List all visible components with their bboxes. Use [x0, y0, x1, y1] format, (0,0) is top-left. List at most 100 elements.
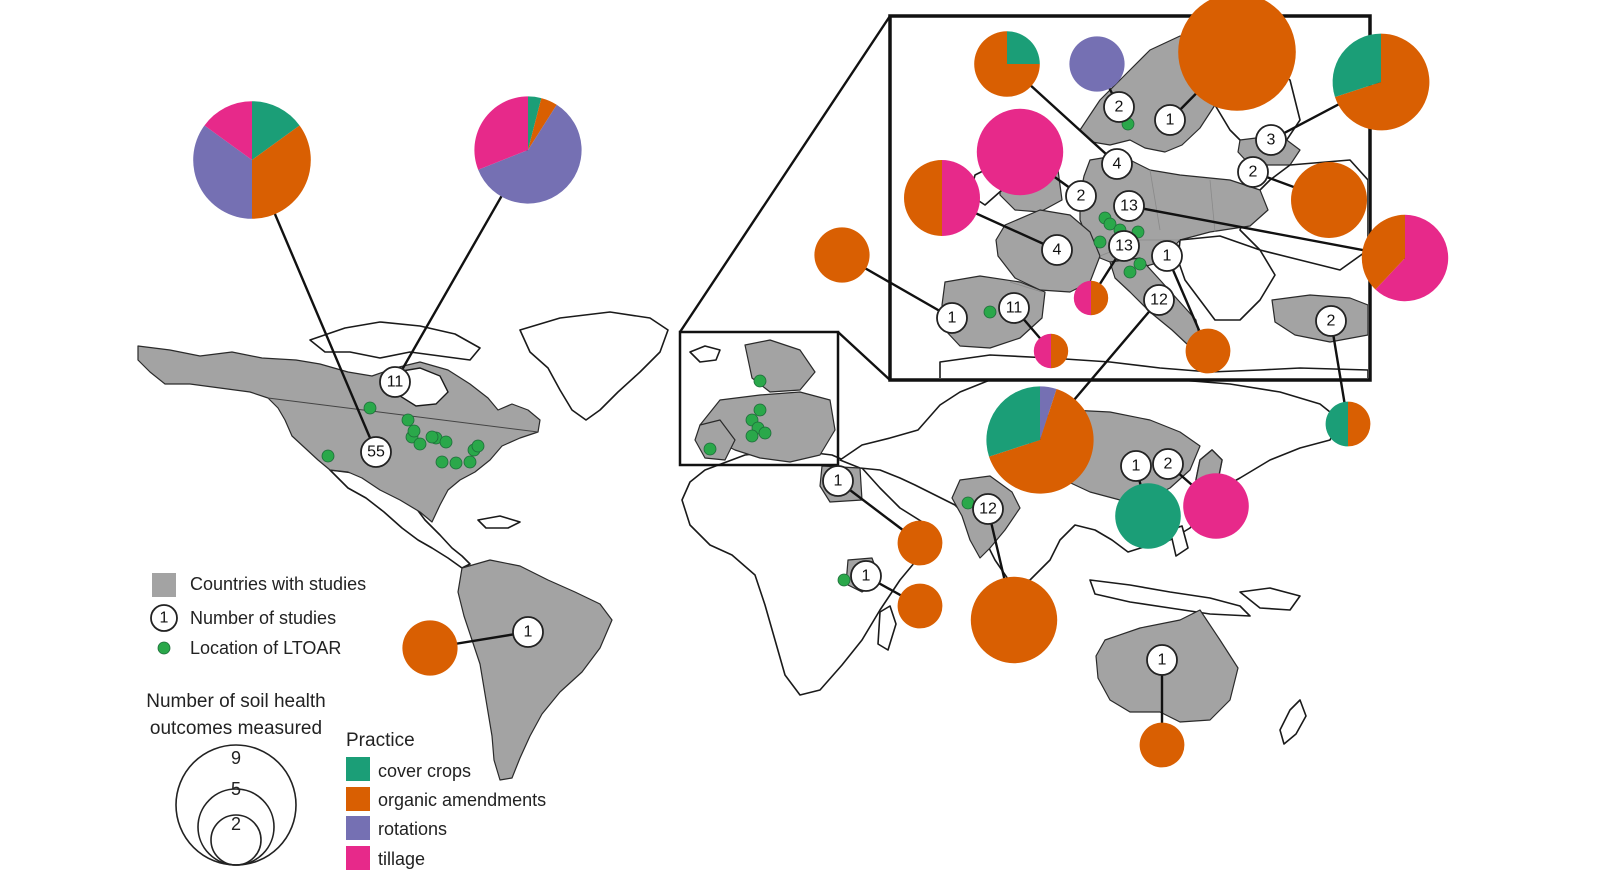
study-badge-count: 2 [1327, 313, 1336, 330]
legend-size-value-5: 5 [231, 779, 241, 799]
ltoar-dot [449, 456, 463, 470]
study-badge-canada: 11 [379, 366, 411, 398]
pie-usa [193, 101, 311, 219]
pie-germany [1361, 214, 1449, 302]
pie-slice-australia-organic_amendments [1139, 722, 1185, 768]
legend-countries-label: Countries with studies [190, 574, 366, 594]
study-badge-count: 2 [1164, 456, 1173, 473]
study-badge-count: 1 [1163, 248, 1172, 265]
ltoar-dot [321, 449, 335, 463]
pie-slice-germany-tillage [1375, 214, 1449, 302]
study-badge-count: 13 [1120, 198, 1138, 215]
pie-slice-usa-rotations [193, 125, 252, 219]
study-badge-circle [1154, 104, 1186, 136]
pie-china [1115, 483, 1181, 549]
pie-slice-poland-organic_amendments [1291, 162, 1367, 238]
study-badge-circle [1113, 190, 1145, 222]
study-badge-count: 2 [1115, 99, 1124, 116]
study-badge-circle [822, 465, 854, 497]
study-badge-spain: 11 [998, 292, 1030, 324]
study-badge-circle [1120, 450, 1152, 482]
study-badge-circle [1152, 448, 1184, 480]
ltoar-dot [413, 437, 427, 451]
pie-slice-austria-organic_amendments [1185, 328, 1231, 374]
study-badge-circle [1151, 240, 1183, 272]
study-badge-circle [850, 560, 882, 592]
south-america [457, 559, 613, 781]
ltoar-dot [1103, 217, 1117, 231]
ltoar-dot [961, 496, 975, 510]
pie-norway [1069, 36, 1125, 92]
pie-slice-usa-cover_crops [252, 101, 300, 160]
study-badge-circle [1108, 230, 1140, 262]
inset-connector-left [679, 15, 891, 333]
study-badge-circle [512, 616, 544, 648]
new-guinea [1239, 587, 1301, 611]
study-badge-count: 55 [367, 444, 385, 461]
africa [681, 449, 933, 696]
study-badge-kenya: 1 [850, 560, 882, 592]
pie-spain [1033, 333, 1069, 369]
study-badge-latvia: 3 [1255, 124, 1287, 156]
pie-france [904, 160, 980, 236]
pie-slice-portugal-organic_amendments [814, 227, 870, 283]
study-badge-turkey: 2 [1315, 305, 1347, 337]
study-badge-count: 1 [948, 310, 957, 327]
legend-size-circle-2 [210, 814, 262, 866]
study-badge-denmark: 4 [1101, 148, 1133, 180]
study-badge-sweden: 1 [1154, 104, 1186, 136]
study-badge-france: 4 [1041, 234, 1073, 266]
ltoar-dot [435, 455, 449, 469]
study-badge-norway: 2 [1103, 91, 1135, 123]
study-badge-count: 13 [1115, 238, 1133, 255]
study-badge-count: 2 [1249, 164, 1258, 181]
legend-practice-organic-amendments: organic amendments [378, 790, 546, 810]
pie-slice-canada-tillage [474, 96, 528, 170]
study-badge-egypt: 1 [822, 465, 854, 497]
legend-size-title-line1: Number of soil health [146, 691, 326, 712]
pie-charts [193, 0, 1449, 768]
pie-slice-sweden-organic_amendments [1178, 0, 1296, 111]
pie-switzerland [1073, 280, 1109, 316]
legend-swatch-rotations [346, 816, 370, 840]
study-badge-circle [360, 436, 392, 468]
europe-locator-box [678, 330, 840, 467]
pie-slice-latvia-organic_amendments [1334, 33, 1430, 131]
study-badge-count: 11 [387, 374, 404, 391]
pie-slice-spain-organic_amendments [1051, 333, 1069, 369]
study-badge-circle [1146, 644, 1178, 676]
ltoar-dot [407, 424, 421, 438]
legend-practice-title: Practice [346, 730, 415, 751]
study-badge-circle [936, 302, 968, 334]
pie-slice-germany-organic_amendments [1361, 214, 1405, 290]
ltoar-dot [471, 439, 485, 453]
pie-slice-canada-cover_crops [528, 96, 542, 150]
study-badge-count: 1 [524, 624, 533, 641]
study-badge-circle [1255, 124, 1287, 156]
legend-studies-label: Number of studies [190, 608, 336, 628]
pie-brazil [402, 620, 458, 676]
pie-slice-denmark-cover_crops [1007, 31, 1040, 64]
pie-slice-switzerland-organic_amendments [1091, 280, 1109, 316]
study-badge-uk: 2 [1065, 180, 1097, 212]
ltoar-dot [439, 435, 453, 449]
canada-usa-border [267, 397, 539, 433]
legend-size-value-9: 9 [231, 748, 241, 768]
pie-slice-usa-organic_amendments [252, 125, 311, 219]
pie-slice-uk-tillage [976, 108, 1064, 196]
pie-uk [976, 108, 1064, 196]
study-badge-japan: 2 [1152, 448, 1184, 480]
study-badge-circle [1315, 305, 1347, 337]
ltoar-dot [703, 442, 717, 456]
pie-slice-spain-tillage [1033, 333, 1051, 369]
pie-canada [474, 96, 582, 204]
ltoar-dot [758, 426, 772, 440]
pie-slice-france-organic_amendments [904, 160, 942, 236]
study-badge-australia: 1 [1146, 644, 1178, 676]
pie-slice-italy-cover_crops [986, 386, 1040, 457]
pie-slice-india-organic_amendments [970, 576, 1058, 664]
legend-study-badge [150, 604, 178, 632]
legend-ltoar-dot [157, 641, 171, 655]
pie-poland [1291, 162, 1367, 238]
study-badge-brazil: 1 [512, 616, 544, 648]
